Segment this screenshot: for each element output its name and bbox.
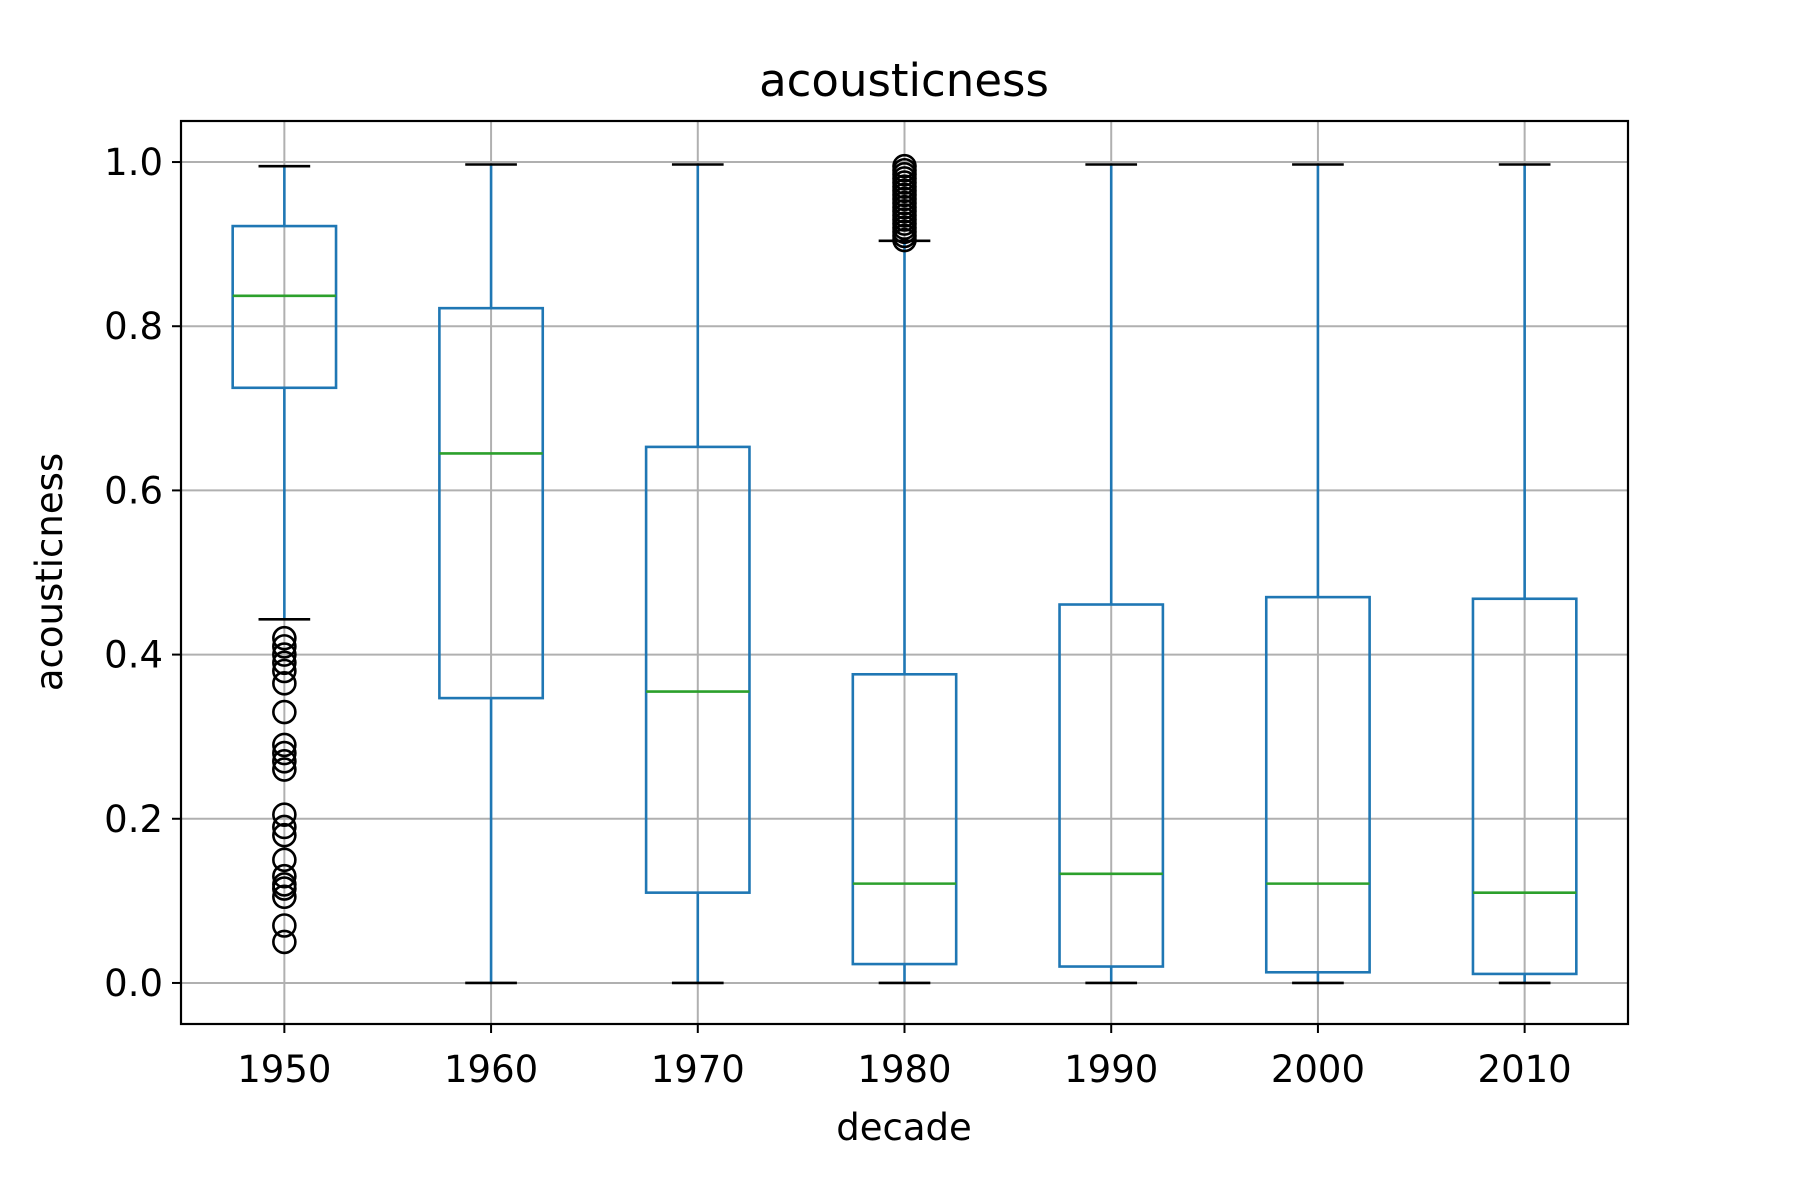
x-tick-label: 1990 <box>1064 1048 1158 1091</box>
box-1990 <box>1058 163 1165 985</box>
outlier-point <box>272 884 297 910</box>
outlier-point <box>272 658 297 684</box>
plot-area <box>231 153 1578 985</box>
iqr-box <box>231 224 338 390</box>
x-axis-label: decade <box>836 1106 972 1149</box>
outlier-point <box>272 749 297 774</box>
x-axis: 1950 1960 1970 1980 1990 2000 2010 <box>237 1024 1572 1091</box>
box-1970 <box>644 163 751 985</box>
y-tick-label: 0.4 <box>104 634 163 677</box>
outlier-point <box>272 642 297 667</box>
x-tick-label: 1960 <box>444 1048 538 1091</box>
outlier-point <box>272 671 297 696</box>
y-tick-label: 0.2 <box>104 798 163 841</box>
y-tick-label: 0.0 <box>104 962 163 1005</box>
iqr-box <box>438 306 545 700</box>
outlier-point <box>272 929 297 955</box>
iqr-box <box>1264 595 1371 974</box>
box-1980 <box>851 153 958 985</box>
outlier-point <box>272 740 297 766</box>
iqr-box <box>1471 597 1578 976</box>
chart-title: acousticness <box>759 54 1049 107</box>
x-tick-label: 2000 <box>1271 1048 1365 1091</box>
x-tick-label: 2010 <box>1478 1048 1572 1091</box>
outlier-point <box>272 732 297 758</box>
iqr-box <box>1058 603 1165 968</box>
outlier-point <box>272 872 297 897</box>
outlier-point <box>272 650 297 676</box>
x-tick-label: 1950 <box>237 1048 331 1091</box>
outlier-point <box>272 757 297 782</box>
outlier-point <box>272 625 297 651</box>
outlier-point <box>892 153 917 179</box>
outlier-point <box>272 913 297 938</box>
outlier-point <box>272 814 297 840</box>
box-2000 <box>1264 163 1371 985</box>
box-1960 <box>438 163 545 985</box>
outlier-point <box>272 802 297 827</box>
outlier-point <box>272 822 297 848</box>
iqr-box <box>851 672 958 966</box>
outlier-point <box>272 699 297 725</box>
y-axis: 0.0 0.2 0.4 0.6 0.8 1.0 <box>104 141 181 1005</box>
y-axis-label: acousticness <box>28 453 71 691</box>
x-tick-label: 1980 <box>857 1048 951 1091</box>
y-tick-label: 1.0 <box>104 141 163 184</box>
outlier-point <box>272 634 297 659</box>
iqr-box <box>644 445 751 894</box>
box-1950 <box>231 164 338 955</box>
outlier-point <box>272 863 297 889</box>
y-tick-label: 0.6 <box>104 469 163 512</box>
box-2010 <box>1471 163 1578 985</box>
y-tick-label: 0.8 <box>104 305 163 348</box>
outlier-point <box>272 847 297 873</box>
x-tick-label: 1970 <box>651 1048 745 1091</box>
